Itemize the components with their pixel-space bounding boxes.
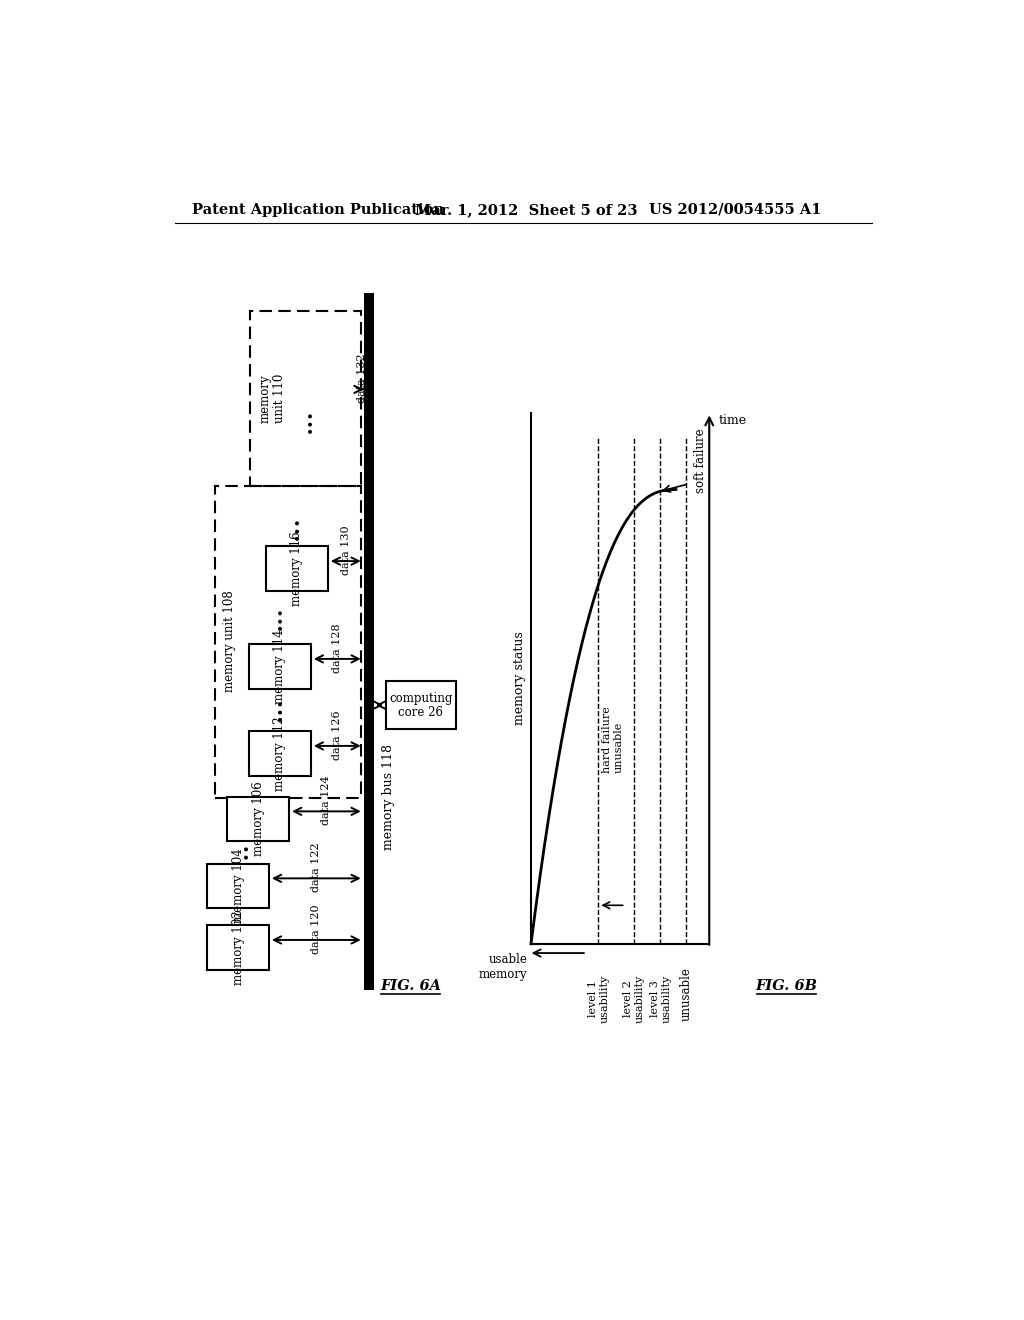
Text: level 3
usability: level 3 usability: [649, 974, 671, 1023]
Text: •••: •••: [273, 606, 287, 631]
Text: memory 106: memory 106: [252, 781, 264, 857]
Bar: [249, 644, 311, 689]
Bar: [386, 681, 456, 729]
Text: time: time: [719, 413, 746, 426]
Bar: [207, 925, 269, 970]
Text: memory 102: memory 102: [231, 911, 245, 985]
Text: data 120: data 120: [311, 904, 322, 954]
Text: FIG. 6A: FIG. 6A: [380, 979, 441, 993]
Bar: [251, 312, 360, 486]
Text: memory bus 118: memory bus 118: [382, 744, 395, 850]
Bar: [364, 293, 374, 990]
Text: memory status: memory status: [513, 631, 526, 725]
Text: level 2
usability: level 2 usability: [624, 974, 645, 1023]
Text: memory 116: memory 116: [291, 532, 303, 606]
Text: Patent Application Publication: Patent Application Publication: [191, 203, 443, 216]
Bar: [249, 731, 311, 776]
Bar: [227, 797, 289, 841]
Text: •••: •••: [239, 841, 253, 866]
Bar: [266, 546, 328, 591]
Text: usable
memory: usable memory: [478, 953, 527, 981]
Text: memory unit 108: memory unit 108: [222, 590, 236, 692]
Text: Mar. 1, 2012  Sheet 5 of 23: Mar. 1, 2012 Sheet 5 of 23: [415, 203, 637, 216]
Text: memory
unit 110: memory unit 110: [258, 374, 286, 424]
Text: data 128: data 128: [332, 623, 342, 673]
Text: computing: computing: [389, 693, 453, 705]
Text: data 126: data 126: [332, 710, 342, 760]
Text: memory 104: memory 104: [231, 849, 245, 924]
Text: data 130: data 130: [341, 525, 351, 576]
Text: US 2012/0054555 A1: US 2012/0054555 A1: [649, 203, 821, 216]
Bar: [215, 486, 360, 797]
Text: FIG. 6B: FIG. 6B: [756, 979, 818, 993]
Text: •••: •••: [303, 408, 317, 433]
Text: •••: •••: [290, 516, 304, 540]
Text: memory 114: memory 114: [273, 630, 287, 704]
Text: core 26: core 26: [398, 705, 443, 718]
Text: soft failure: soft failure: [694, 429, 707, 494]
Text: data 124: data 124: [322, 776, 332, 825]
Text: •••: •••: [273, 697, 287, 721]
Text: data 122: data 122: [311, 842, 322, 892]
Text: memory 112: memory 112: [273, 717, 287, 791]
Text: hard failure
unusable: hard failure unusable: [602, 706, 624, 774]
Bar: [207, 863, 269, 908]
Text: level 1
usability: level 1 usability: [588, 974, 609, 1023]
Text: data 132: data 132: [357, 354, 367, 404]
Text: unusable: unusable: [680, 966, 692, 1020]
